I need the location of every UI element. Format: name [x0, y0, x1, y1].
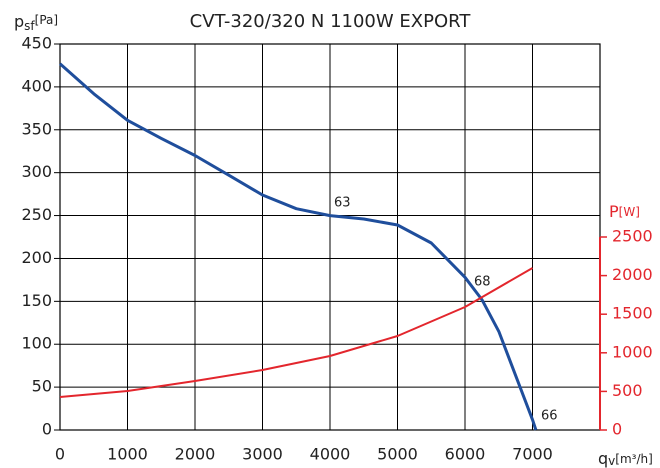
x-axis-label: qv[m³/h]	[598, 449, 653, 468]
y2-tick-label: 1500	[612, 304, 653, 323]
y-tick-label: 200	[21, 248, 52, 267]
x-tick-label: 3000	[242, 445, 283, 464]
y2-tick-label: 2500	[612, 227, 653, 246]
x-tick-label: 0	[55, 445, 65, 464]
y-tick-label: 250	[21, 205, 52, 224]
y-tick-label: 0	[42, 420, 52, 439]
y-label-unit: [Pa]	[35, 13, 58, 27]
y-tick-label: 100	[21, 334, 52, 353]
x-tick-label: 5000	[377, 445, 418, 464]
x-label-unit: [m³/h]	[615, 452, 653, 466]
x-tick-label: 2000	[175, 445, 216, 464]
y2-tick-label: 500	[612, 381, 643, 400]
x-tick-label: 4000	[310, 445, 351, 464]
x-tick-label: 7000	[512, 445, 553, 464]
chart-title: CVT-320/320 N 1100W EXPORT	[190, 11, 472, 32]
x-tick-label: 1000	[107, 445, 148, 464]
y-tick-label: 300	[21, 162, 52, 181]
y2-axis-label: P[W]	[609, 202, 640, 221]
y2-tick-label: 1000	[612, 342, 653, 361]
y2-tick-label: 2000	[612, 265, 653, 284]
y-tick-label: 450	[21, 34, 52, 53]
x-label-main: q	[598, 449, 608, 468]
y-axis-label: psf[Pa]	[14, 12, 58, 33]
x-tick-label: 6000	[445, 445, 486, 464]
x-label-sub: v	[608, 454, 615, 468]
annotation: 66	[541, 409, 558, 424]
y-tick-label: 400	[21, 76, 52, 95]
annotation: 63	[334, 196, 351, 211]
series-line	[59, 62, 538, 431]
y-tick-label: 50	[32, 377, 52, 396]
y-tick-label: 150	[21, 291, 52, 310]
y-tick-label: 350	[21, 119, 52, 138]
y2-tick-label: 0	[612, 420, 622, 439]
y2-label-main: P	[609, 202, 619, 221]
y2-label-unit: [W]	[619, 205, 640, 219]
y-label-sub: sf	[24, 19, 35, 33]
y-label-main: p	[14, 12, 24, 31]
annotation: 68	[474, 275, 491, 290]
series-line	[59, 267, 534, 398]
